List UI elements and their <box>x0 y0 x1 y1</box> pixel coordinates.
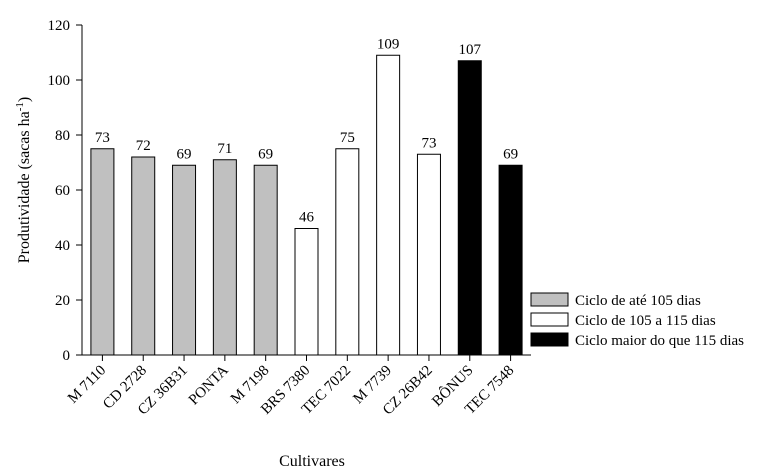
legend-label: Ciclo maior do que 115 dias <box>575 333 744 349</box>
plot-area: 73 72 69 71 69 46 75 109 73 107 69 <box>90 36 523 356</box>
legend: Ciclo de até 105 dias Ciclo de 105 a 115 … <box>530 292 744 349</box>
data-label: 73 <box>95 130 110 146</box>
y-tick-label: 80 <box>55 128 70 144</box>
bar <box>212 159 237 356</box>
data-label: 71 <box>217 141 232 157</box>
y-tick-label: 20 <box>55 293 70 309</box>
y-tick-label: 40 <box>55 238 70 254</box>
bar <box>172 164 197 356</box>
y-tick-label: 100 <box>48 73 71 89</box>
bar <box>131 156 156 356</box>
bar <box>498 164 523 356</box>
y-tick-label: 60 <box>55 183 70 199</box>
bar <box>335 148 360 356</box>
data-label: 69 <box>177 146 192 162</box>
y-axis-title-main: Produtividade (sacas ha <box>16 111 33 263</box>
legend-label: Ciclo de 105 a 115 dias <box>575 313 716 329</box>
data-label: 73 <box>421 135 436 151</box>
data-label: 75 <box>340 130 355 146</box>
bar <box>416 153 441 356</box>
data-label: 109 <box>377 36 400 52</box>
x-axis-title: Cultivares <box>279 453 345 470</box>
bar <box>294 228 319 356</box>
y-axis: 0 20 40 60 80 100 120 <box>48 18 83 364</box>
data-label: 69 <box>503 146 518 162</box>
y-tick-label: 120 <box>48 18 71 34</box>
data-label: 107 <box>459 42 482 58</box>
bar <box>90 148 115 356</box>
data-label: 69 <box>258 146 273 162</box>
y-tick-label: 0 <box>63 348 71 364</box>
bar <box>376 54 401 356</box>
data-label: 72 <box>136 138 151 154</box>
x-tick-label: PONTA <box>186 362 232 408</box>
legend-label: Ciclo de até 105 dias <box>575 293 701 309</box>
bar <box>457 60 482 356</box>
data-label: 46 <box>299 210 315 226</box>
legend-swatch <box>530 312 569 327</box>
legend-swatch <box>530 292 569 307</box>
y-axis-title: Produtividade (sacas ha-1) <box>14 97 33 263</box>
bar <box>253 164 278 356</box>
y-axis-title-close: ) <box>16 97 33 102</box>
y-axis-title-superscript: -1 <box>14 102 26 111</box>
legend-swatch <box>530 332 569 347</box>
